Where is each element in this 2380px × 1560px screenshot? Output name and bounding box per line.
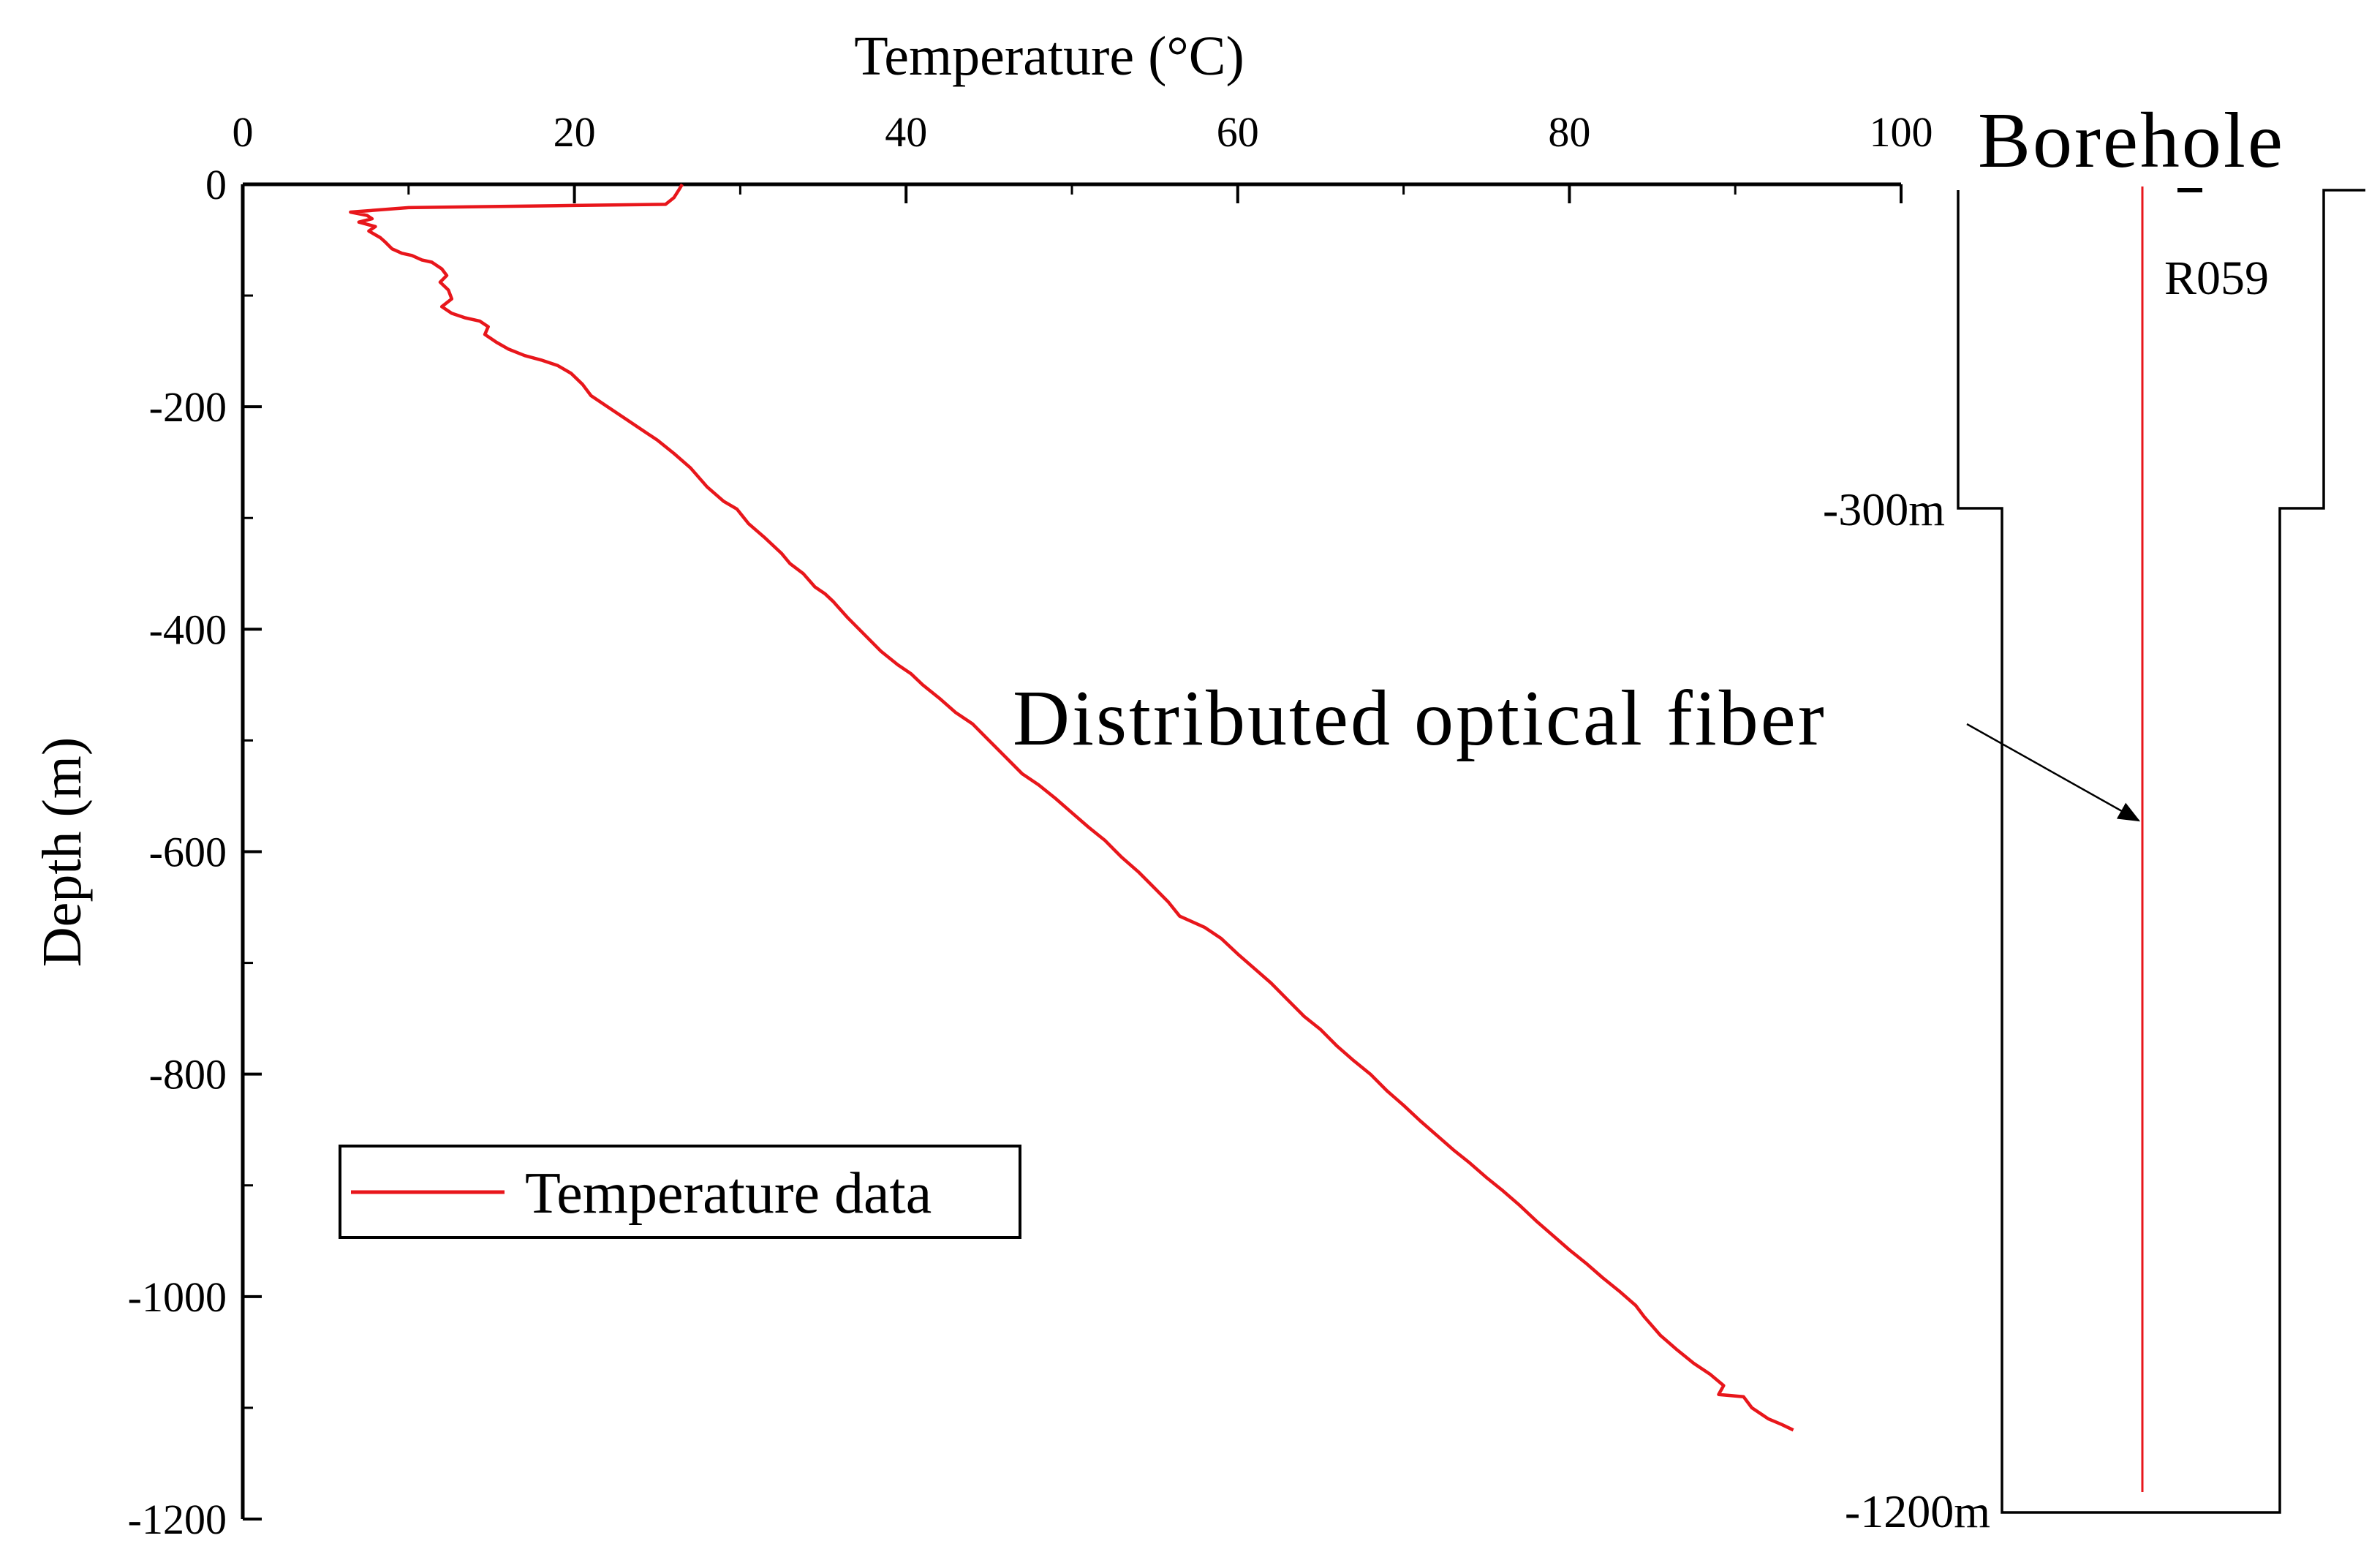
x-tick-label: 80: [1548, 108, 1590, 156]
y-tick-label: -1000: [128, 1273, 227, 1321]
borehole-title: Borehole: [1978, 97, 2285, 184]
y-tick-label: -800: [149, 1051, 227, 1099]
y-tick-label: 0: [205, 161, 227, 208]
x-axis-ticks: 0 20 40 60 80 100: [233, 108, 1933, 203]
borehole-id: R059: [2164, 252, 2269, 305]
y-axis-title: Depth (m): [31, 737, 93, 967]
y-tick-label: -600: [149, 829, 227, 876]
x-tick-label: 0: [233, 108, 254, 156]
borehole-outline: [1957, 189, 2365, 1514]
x-axis-title: Temperature (°C): [854, 26, 1244, 87]
x-tick-label: 20: [554, 108, 596, 156]
y-axis-ticks: 0 -200 -400 -600 -800 -1000 -1200: [128, 161, 262, 1543]
y-tick-label: -200: [149, 383, 227, 431]
depth-label-300: -300m: [1823, 483, 1945, 535]
depth-label-1200: -1200m: [1845, 1485, 1990, 1537]
borehole-diagram: Borehole R059 -300m -1200m Distributed o…: [1013, 97, 2365, 1537]
x-tick-label: 40: [885, 108, 927, 156]
x-tick-label: 60: [1217, 108, 1259, 156]
temperature-data-line: [349, 183, 1794, 1432]
legend-label: Temperature data: [525, 1161, 932, 1226]
fiber-annotation-label: Distributed optical fiber: [1013, 675, 1826, 762]
legend: Temperature data: [339, 1145, 1021, 1239]
fiber-annotation-arrow: [1966, 723, 2141, 822]
y-tick-label: -1200: [128, 1496, 227, 1543]
x-tick-label: 100: [1870, 108, 1933, 156]
y-tick-label: -400: [149, 606, 227, 653]
